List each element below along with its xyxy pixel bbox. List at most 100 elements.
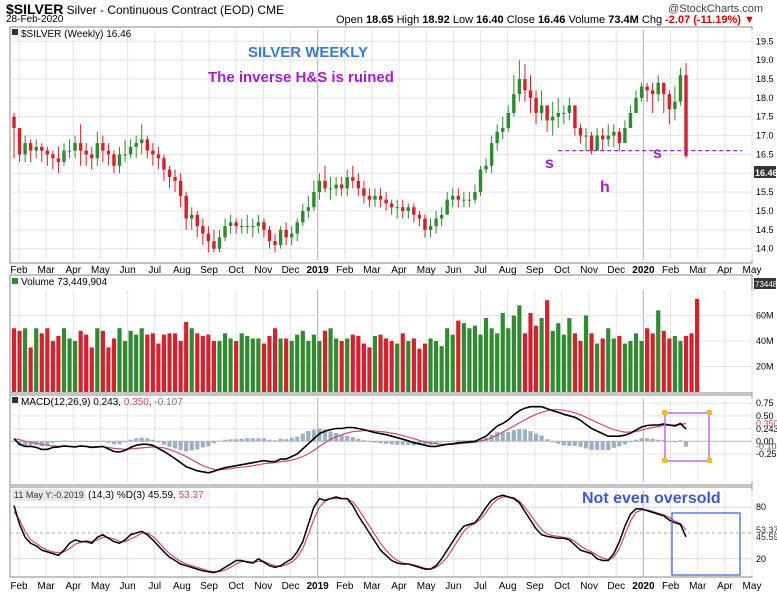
x-axis-label: May bbox=[743, 265, 762, 276]
x-axis-label: Nov bbox=[254, 265, 272, 276]
candle-body bbox=[62, 150, 66, 162]
candle-body bbox=[267, 229, 272, 242]
candle-body bbox=[384, 199, 388, 204]
close-value: 16.46 bbox=[537, 14, 566, 26]
price-y-tick-label: 18.0 bbox=[756, 93, 774, 103]
candle-body bbox=[628, 112, 633, 129]
stoch-k-line bbox=[13, 494, 687, 574]
candle-body bbox=[306, 207, 311, 211]
macd-histogram-bar bbox=[611, 441, 616, 448]
macd-histogram-bar bbox=[89, 441, 94, 443]
macd-box-handle-br[interactable] bbox=[707, 458, 712, 463]
macd-box-handle-tr[interactable] bbox=[707, 410, 712, 415]
candle-body bbox=[234, 222, 238, 227]
candle-body bbox=[345, 177, 349, 189]
candle-body bbox=[589, 135, 594, 151]
candle-body bbox=[212, 241, 216, 249]
price-y-tick-label: 19.5 bbox=[756, 36, 774, 46]
macd-box-handle-bl[interactable] bbox=[662, 458, 667, 463]
candle-body bbox=[173, 177, 177, 181]
stoch-d-line bbox=[13, 496, 687, 573]
volume-bar bbox=[100, 330, 105, 392]
macd-histogram-bar bbox=[633, 439, 639, 442]
candle-body bbox=[501, 128, 505, 132]
candle-body bbox=[162, 158, 166, 170]
stoch-highlight-box bbox=[671, 512, 741, 576]
candle-body bbox=[195, 214, 199, 227]
volume-bar bbox=[73, 341, 78, 392]
candle-body bbox=[95, 143, 100, 159]
x-axis-label: Jun bbox=[120, 265, 136, 276]
price-panel-frame bbox=[9, 26, 753, 264]
price-y-tick-label: 14.0 bbox=[756, 244, 774, 254]
macd-histogram-bar bbox=[650, 438, 655, 442]
volume-bar bbox=[389, 341, 394, 392]
stoch-y-tick-label: 80 bbox=[756, 502, 766, 512]
candle-body bbox=[389, 203, 394, 208]
macd-histogram-bar bbox=[195, 441, 200, 450]
x-axis-label: Mar bbox=[38, 265, 56, 276]
stoch-legend-d: 53.37 bbox=[179, 490, 204, 501]
x-axis-label: Feb bbox=[662, 265, 680, 276]
candle-body bbox=[178, 180, 183, 196]
volume-bar bbox=[367, 347, 372, 392]
candle-body bbox=[478, 169, 483, 193]
macd-histogram-bar bbox=[578, 441, 583, 447]
macd-histogram-bar bbox=[522, 429, 528, 442]
candle-body bbox=[262, 222, 266, 230]
quote-bar: Open 18.65 High 18.92 Low 16.40 Close 16… bbox=[336, 14, 755, 26]
volume-label: Volume bbox=[568, 14, 606, 26]
volume-bar bbox=[256, 338, 261, 392]
volume-bar bbox=[184, 321, 189, 392]
volume-bar bbox=[456, 320, 461, 392]
macd-histogram-bar bbox=[228, 439, 233, 442]
macd-box-handle-tl[interactable] bbox=[662, 410, 667, 415]
volume-bar bbox=[11, 328, 17, 392]
candle-body bbox=[67, 150, 72, 152]
macd-histogram-bar bbox=[583, 441, 589, 449]
candle-body bbox=[367, 195, 372, 200]
x-axis-label: Jun bbox=[445, 581, 461, 592]
macd-histogram-bar bbox=[95, 441, 100, 443]
volume-bar bbox=[611, 338, 616, 392]
macd-histogram-bar bbox=[117, 441, 122, 445]
macd-histogram-bar bbox=[550, 441, 555, 443]
volume-last-tag bbox=[754, 278, 776, 289]
volume-bar bbox=[667, 338, 672, 392]
candle-body bbox=[356, 180, 361, 189]
volume-bar bbox=[239, 333, 244, 392]
volume-bar bbox=[267, 335, 272, 392]
macd-y-tick-label: 0.243 bbox=[756, 424, 777, 434]
macd-histogram-bar bbox=[528, 431, 533, 442]
price-y-tick-label: 17.0 bbox=[756, 131, 774, 141]
macd-histogram-bar bbox=[595, 441, 600, 450]
macd-histogram-bar bbox=[683, 441, 689, 447]
macd-histogram-bar bbox=[156, 441, 161, 443]
low-label: Low bbox=[452, 14, 474, 26]
volume-bar bbox=[95, 328, 100, 392]
macd-histogram-bar bbox=[628, 441, 633, 443]
candle-body bbox=[151, 150, 155, 155]
candle-body bbox=[245, 226, 249, 228]
x-axis-label: Sep bbox=[526, 265, 544, 276]
volume-bar bbox=[167, 333, 172, 392]
candle-body bbox=[528, 90, 533, 98]
candle-body bbox=[123, 154, 127, 156]
macd-histogram-bar bbox=[184, 441, 189, 452]
exchange: CME bbox=[257, 3, 285, 17]
instrument-name: Silver - Continuous Contract (EOD) bbox=[66, 3, 255, 17]
annotation-oversold-note: Not even oversold bbox=[582, 490, 721, 507]
candle-body bbox=[439, 214, 444, 219]
macd-histogram-bar bbox=[322, 429, 328, 442]
x-axis-label: Mar bbox=[689, 581, 707, 592]
x-axis-label: 2020 bbox=[632, 265, 655, 276]
stoch-legend-period: (14,3) %D(3) bbox=[88, 490, 145, 501]
stoch-legend-k: 45.59 bbox=[148, 490, 173, 501]
candle-body bbox=[128, 146, 133, 155]
volume-bar bbox=[178, 341, 183, 392]
volume-bar bbox=[511, 315, 516, 392]
candle-body bbox=[417, 214, 422, 219]
x-axis-label: Sep bbox=[200, 265, 218, 276]
volume-bar bbox=[572, 333, 578, 392]
macd-histogram-bar bbox=[567, 441, 572, 446]
